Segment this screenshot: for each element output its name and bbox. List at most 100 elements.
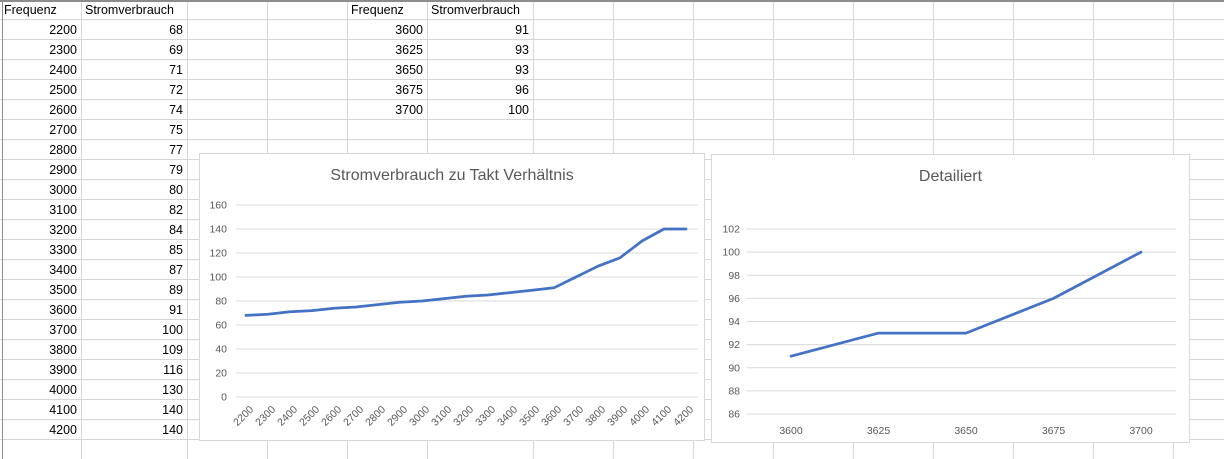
svg-text:3650: 3650 [954, 425, 978, 437]
value-cell[interactable]: 91 [169, 303, 183, 317]
value-cell[interactable]: 3600 [49, 303, 77, 317]
value-cell[interactable]: 3900 [49, 363, 77, 377]
column-header-cell[interactable]: Frequenz [351, 3, 404, 17]
value-cell[interactable]: 84 [169, 223, 183, 237]
value-cell[interactable]: 100 [162, 323, 183, 337]
value-cell[interactable]: 100 [508, 103, 529, 117]
value-cell[interactable]: 93 [515, 63, 529, 77]
value-cell[interactable]: 3200 [49, 223, 77, 237]
sheet-column-line [187, 0, 188, 459]
svg-text:2500: 2500 [297, 404, 322, 429]
svg-text:160: 160 [209, 200, 227, 212]
svg-text:100: 100 [209, 272, 227, 284]
value-cell[interactable]: 3300 [49, 243, 77, 257]
value-cell[interactable]: 3400 [49, 263, 77, 277]
chart-detailiert[interactable]: Detailiert 86 88 90 92 94 96 98 100 102 3600 3625 3… [711, 154, 1190, 443]
table-row: 3200 84 [0, 220, 187, 240]
svg-text:2800: 2800 [363, 404, 388, 429]
value-cell[interactable]: 3000 [49, 183, 77, 197]
column-header-cell[interactable]: Stromverbrauch [431, 3, 520, 17]
table-row: 4100 140 [0, 400, 187, 420]
value-cell[interactable]: 2500 [49, 83, 77, 97]
table-row: 2800 77 [0, 140, 187, 160]
value-cell[interactable]: 3500 [49, 283, 77, 297]
svg-text:4000: 4000 [627, 404, 652, 429]
value-cell[interactable]: 2900 [49, 163, 77, 177]
svg-text:92: 92 [728, 339, 740, 351]
value-cell[interactable]: 2800 [49, 143, 77, 157]
value-cell[interactable]: 87 [169, 263, 183, 277]
value-cell[interactable]: 74 [169, 103, 183, 117]
value-cell[interactable]: 3100 [49, 203, 77, 217]
chart-stromverbrauch-zu-takt[interactable]: Stromverbrauch zu Takt Verhältnis 0 20 40 6… [199, 153, 705, 441]
value-cell[interactable]: 96 [515, 83, 529, 97]
value-cell[interactable]: 116 [163, 363, 183, 377]
svg-text:3500: 3500 [517, 404, 542, 429]
svg-text:60: 60 [215, 320, 227, 332]
svg-text:2600: 2600 [319, 404, 344, 429]
svg-text:90: 90 [728, 362, 740, 374]
column-header-cell[interactable]: Stromverbrauch [85, 3, 174, 17]
table-row: 3600 91 [0, 300, 187, 320]
svg-text:94: 94 [728, 316, 740, 328]
svg-text:102: 102 [722, 224, 740, 236]
value-cell[interactable]: 4000 [49, 383, 77, 397]
table-row: 3700 100 [0, 320, 187, 340]
svg-text:86: 86 [728, 409, 740, 421]
value-cell[interactable]: 68 [169, 23, 183, 37]
sheet-top-border [0, 0, 1224, 2]
value-cell[interactable]: 75 [169, 123, 183, 137]
value-cell[interactable]: 69 [169, 43, 183, 57]
value-cell[interactable]: 3800 [49, 343, 77, 357]
value-cell[interactable]: 3675 [395, 83, 423, 97]
svg-text:140: 140 [209, 224, 227, 236]
value-cell[interactable]: 130 [162, 383, 183, 397]
value-cell[interactable]: 140 [162, 403, 183, 417]
value-cell[interactable]: 2300 [49, 43, 77, 57]
table-row: 2500 72 [0, 80, 187, 100]
table-row: 2600 74 [0, 100, 187, 120]
table-row: 2900 79 [0, 160, 187, 180]
value-cell[interactable]: 79 [169, 163, 183, 177]
value-cell[interactable]: 71 [169, 63, 183, 77]
value-cell[interactable]: 109 [162, 343, 183, 357]
value-cell[interactable]: 2600 [49, 103, 77, 117]
svg-text:2900: 2900 [385, 404, 410, 429]
table-row: 2300 69 [0, 40, 187, 60]
svg-text:88: 88 [728, 385, 740, 397]
value-cell[interactable]: 4200 [49, 423, 77, 437]
svg-text:3100: 3100 [429, 404, 454, 429]
line-chart-plot: 86 88 90 92 94 96 98 100 102 3600 3625 3650 3675 3700 [722, 224, 1176, 437]
table-header-row: Frequenz Stromverbrauch [0, 0, 187, 20]
value-cell[interactable]: 3700 [395, 103, 423, 117]
svg-text:3200: 3200 [451, 404, 476, 429]
value-cell[interactable]: 82 [169, 203, 183, 217]
value-cell[interactable]: 3650 [395, 63, 423, 77]
value-cell[interactable]: 2700 [49, 123, 77, 137]
value-cell[interactable]: 4100 [49, 403, 77, 417]
value-cell[interactable]: 93 [515, 43, 529, 57]
value-cell[interactable]: 72 [169, 83, 183, 97]
line-chart-plot: 0 20 40 60 80 100 120 140 160 2200230024002500260… [209, 200, 698, 429]
value-cell[interactable]: 3625 [395, 43, 423, 57]
value-cell[interactable]: 77 [169, 143, 183, 157]
sheet-left-border [2, 0, 3, 459]
value-cell[interactable]: 91 [515, 23, 529, 37]
value-cell[interactable]: 89 [169, 283, 183, 297]
column-header-cell[interactable]: Frequenz [4, 3, 57, 17]
value-cell[interactable]: 3600 [395, 23, 423, 37]
value-cell[interactable]: 85 [169, 243, 183, 257]
svg-text:3000: 3000 [407, 404, 432, 429]
svg-text:98: 98 [728, 270, 740, 282]
value-cell[interactable]: 80 [169, 183, 183, 197]
chart-title: Detailiert [918, 168, 983, 185]
svg-text:100: 100 [722, 247, 740, 259]
svg-text:3700: 3700 [1129, 425, 1153, 437]
value-cell[interactable]: 3700 [49, 323, 77, 337]
value-cell[interactable]: 2400 [49, 63, 77, 77]
svg-text:2700: 2700 [341, 404, 366, 429]
value-cell[interactable]: 140 [162, 423, 183, 437]
table-row: 4200 140 [0, 420, 187, 440]
value-cell[interactable]: 2200 [49, 23, 77, 37]
